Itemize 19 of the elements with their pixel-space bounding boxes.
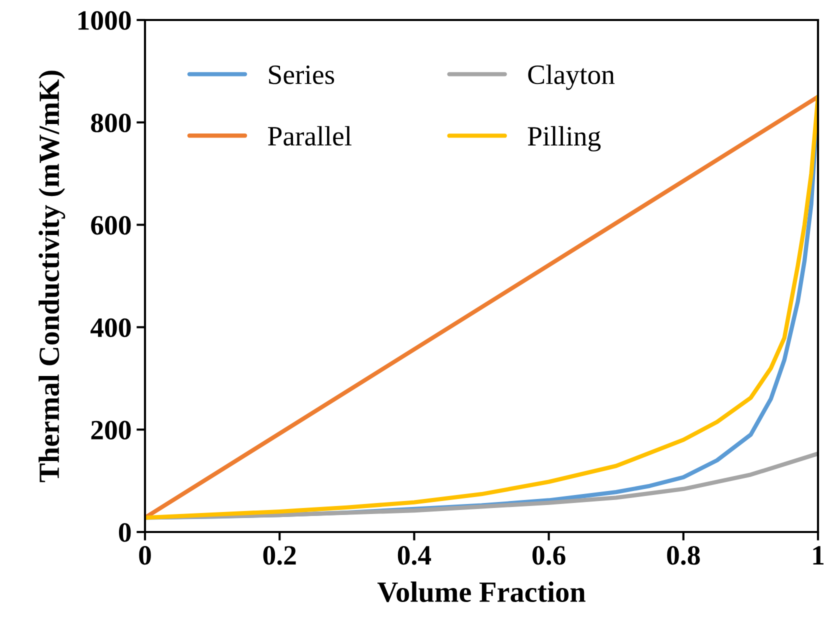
y-tick-label: 0 (118, 523, 131, 542)
y-tick-label: 200 (91, 420, 131, 440)
x-tick-label: 0.4 (398, 546, 432, 565)
legend-label: Clayton (528, 64, 615, 90)
y-tick-label: 400 (90, 318, 131, 338)
x-axis-title: Volume Fraction (377, 581, 586, 602)
x-tick-label: 0 (139, 546, 151, 565)
line-series (145, 94, 818, 520)
y-axis-title: Thermal Conductivity (mW/mK) (38, 70, 66, 482)
x-tick-label: 1 (813, 546, 824, 564)
legend-label: Parallel (268, 126, 352, 146)
y-tick-label: 1000 (78, 11, 131, 30)
x-tick-label: 0.6 (532, 546, 566, 565)
x-tick-label: 0.2 (263, 546, 296, 565)
y-tick-label: 600 (91, 216, 131, 235)
y-tick-label: 800 (91, 114, 131, 132)
x-tick-label: 0.8 (667, 546, 700, 565)
legend-label: Series (269, 65, 334, 84)
legend-label: Pilling (528, 126, 601, 152)
